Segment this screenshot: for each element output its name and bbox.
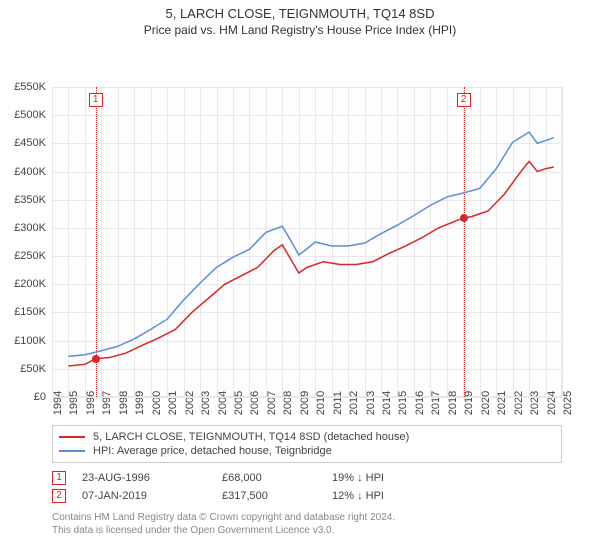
info-row: 2 07-JAN-2019£317,50012% ↓ HPI	[52, 487, 562, 505]
y-tick-label: £200K	[14, 278, 46, 290]
series-line	[68, 132, 553, 356]
y-axis-ticks: £0 £50K £100K £150K £200K £250K £300K £350K £400…	[0, 37, 46, 417]
info-marker: 1	[52, 471, 66, 485]
title-sub: Price paid vs. HM Land Registry's House …	[0, 23, 600, 37]
marker-dot	[92, 355, 100, 363]
marker-dot	[460, 214, 468, 222]
footer-line1: Contains HM Land Registry data © Crown c…	[52, 511, 600, 524]
y-tick-label: £0	[34, 391, 46, 403]
y-tick-label: £350K	[14, 194, 46, 206]
x-axis-ticks: 1994199519961997199819992000200120022003…	[0, 403, 600, 453]
title-block: 5, LARCH CLOSE, TEIGNMOUTH, TQ14 8SD Pri…	[0, 0, 600, 37]
info-row: 1 23-AUG-1996£68,00019% ↓ HPI	[52, 469, 562, 487]
footer: Contains HM Land Registry data © Crown c…	[52, 511, 600, 537]
info-date: 07-JAN-2019	[82, 490, 222, 502]
info-price: £68,000	[222, 472, 332, 484]
marker-label: 2	[457, 93, 471, 107]
series-lines	[52, 87, 562, 397]
marker-label: 1	[89, 93, 103, 107]
x-tick-label: 2025	[562, 391, 574, 415]
y-tick-label: £250K	[14, 250, 46, 262]
y-tick-label: £450K	[14, 137, 46, 149]
y-tick-label: £150K	[14, 306, 46, 318]
y-tick-label: £500K	[14, 109, 46, 121]
title-main: 5, LARCH CLOSE, TEIGNMOUTH, TQ14 8SD	[0, 6, 600, 21]
info-pct: 12% ↓ HPI	[332, 490, 452, 502]
y-tick-label: £300K	[14, 222, 46, 234]
y-tick-label: £550K	[14, 81, 46, 93]
info-marker: 2	[52, 489, 66, 503]
info-date: 23-AUG-1996	[82, 472, 222, 484]
marker-table: 1 23-AUG-1996£68,00019% ↓ HPI 2 07-JAN-2019…	[52, 469, 562, 505]
info-pct: 19% ↓ HPI	[332, 472, 452, 484]
y-tick-label: £100K	[14, 335, 46, 347]
y-tick-label: £50K	[20, 363, 46, 375]
chart: £0 £50K £100K £150K £200K £250K £300K £350K £400…	[0, 37, 600, 417]
footer-line2: This data is licensed under the Open Gov…	[52, 524, 600, 537]
y-tick-label: £400K	[14, 166, 46, 178]
info-price: £317,500	[222, 490, 332, 502]
